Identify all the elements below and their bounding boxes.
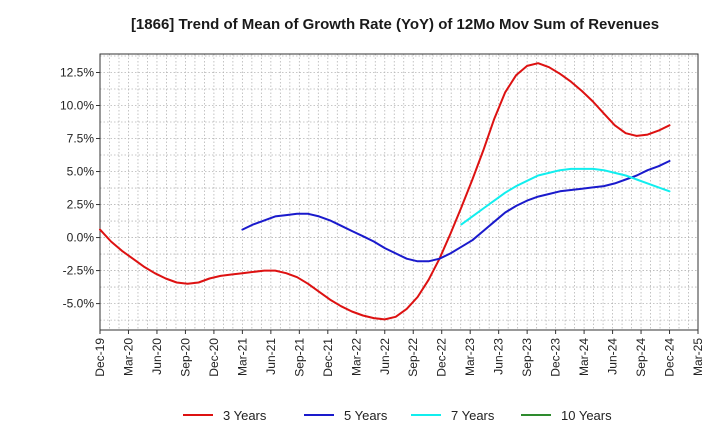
x-tick-label: Mar-20 <box>121 338 135 376</box>
chart-title: [1866] Trend of Mean of Growth Rate (YoY… <box>131 16 659 33</box>
x-tick-label: Sep-20 <box>178 338 192 377</box>
y-axis: 12.5% 10.0% 7.5% 5.0% 2.5% 0.0% -2.5% -5.0% <box>60 65 100 311</box>
x-axis: Dec-19 Mar-20 Jun-20 Sep-20 Dec-20 Mar-21 Jun-… <box>93 330 705 377</box>
x-tick-label: Jun-23 <box>492 338 506 375</box>
x-tick-label: Sep-23 <box>520 338 534 377</box>
y-tick-label: -5.0% <box>63 297 95 311</box>
x-tick-label: Dec-19 <box>93 338 107 377</box>
x-tick-label: Sep-24 <box>634 338 648 377</box>
x-tick-label: Sep-22 <box>406 338 420 377</box>
x-tick-label: Jun-20 <box>150 338 164 375</box>
x-tick-label: Mar-24 <box>577 338 591 376</box>
y-tick-label: -2.5% <box>63 264 95 278</box>
series-lines <box>99 62 671 321</box>
legend: 3 Years 5 Years 7 Years 10 Years <box>183 408 612 423</box>
legend-label: 5 Years <box>344 408 388 423</box>
legend-label: 7 Years <box>451 408 495 423</box>
legend-label: 10 Years <box>561 408 612 423</box>
legend-label: 3 Years <box>223 408 267 423</box>
series-line-5-years <box>241 160 671 263</box>
x-tick-label: Dec-22 <box>435 338 449 377</box>
x-tick-label: Mar-23 <box>463 338 477 376</box>
x-tick-label: Mar-21 <box>235 338 249 376</box>
series-line-7-years <box>460 167 671 226</box>
plot-area-frame <box>99 53 699 331</box>
series-line-3-years <box>99 62 671 321</box>
x-tick-label: Sep-21 <box>292 338 306 377</box>
x-tick-label: Jun-24 <box>606 338 620 375</box>
y-tick-label: 12.5% <box>60 65 94 79</box>
x-tick-label: Jun-22 <box>378 338 392 375</box>
y-tick-label: 10.0% <box>60 99 94 113</box>
x-tick-label: Jun-21 <box>264 338 278 375</box>
x-tick-label: Mar-25 <box>691 338 705 376</box>
y-tick-label: 5.0% <box>67 165 95 179</box>
y-tick-label: 2.5% <box>67 198 95 212</box>
y-tick-label: 7.5% <box>67 132 95 146</box>
x-tick-label: Mar-22 <box>349 338 363 376</box>
x-tick-label: Dec-23 <box>549 338 563 377</box>
y-tick-label: 0.0% <box>67 231 95 245</box>
x-tick-label: Dec-20 <box>207 338 221 377</box>
grid <box>100 54 698 330</box>
x-tick-label: Dec-21 <box>321 338 335 377</box>
x-tick-label: Dec-24 <box>663 338 677 377</box>
